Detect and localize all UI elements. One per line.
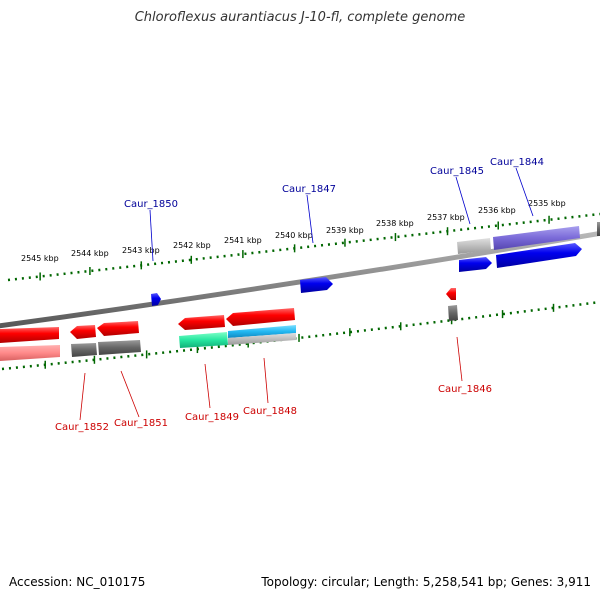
gene-caur-1852[interactable] — [0, 327, 59, 343]
gene-feature-reverse — [0, 345, 60, 361]
gene-caur-1845[interactable] — [459, 257, 492, 272]
gene-feature-reverse — [98, 340, 141, 355]
gene-feature-forward — [493, 226, 580, 250]
accession-text: Accession: NC_010175 — [9, 575, 146, 589]
reverse-leader-lines — [79, 336, 463, 421]
map-title: Chloroflexus aurantiacus J-10-fl, comple… — [134, 10, 466, 25]
gene-feature-reverse — [228, 333, 296, 345]
gene-caur-1847[interactable] — [300, 277, 333, 293]
gene-feature-reverse — [71, 343, 97, 357]
gene-label-caur-1850[interactable]: Caur_1850 — [124, 199, 178, 210]
gene-feature-reverse — [179, 332, 228, 348]
gene-caur-1849[interactable] — [178, 315, 225, 330]
tick-label: 2540 kbp — [275, 231, 313, 240]
genome-info-text: Topology: circular; Length: 5,258,541 bp… — [261, 575, 591, 589]
gene-label-caur-1845[interactable]: Caur_1845 — [430, 166, 484, 177]
tick-label: 2544 kbp — [71, 249, 109, 258]
tick-label: 2545 kbp — [21, 254, 59, 263]
genome-backbone — [0, 230, 600, 329]
gene-label-caur-1844[interactable]: Caur_1844 — [490, 157, 544, 168]
forward-leader-lines — [149, 167, 534, 262]
gene-feature-forward — [597, 222, 600, 236]
gene-label-caur-1852[interactable]: Caur_1852 — [55, 422, 109, 433]
gene-label-caur-1851[interactable]: Caur_1851 — [114, 418, 168, 429]
gene-caur-1850[interactable] — [151, 293, 161, 306]
gene-feature-reverse — [97, 321, 139, 336]
tick-label: 2543 kbp — [122, 246, 160, 255]
gene-label-caur-1846[interactable]: Caur_1846 — [438, 384, 492, 395]
outer-ruler — [7, 212, 600, 282]
gene-label-caur-1848[interactable]: Caur_1848 — [243, 406, 297, 417]
tick-label: 2542 kbp — [173, 241, 211, 250]
gene-feature-reverse — [228, 325, 296, 338]
tick-label: 2539 kbp — [326, 226, 364, 235]
tick-label: 2536 kbp — [478, 206, 516, 215]
outer-major-ticks — [39, 215, 550, 281]
gene-feature-forward — [457, 238, 491, 254]
tick-label: 2538 kbp — [376, 219, 414, 228]
gene-label-caur-1847[interactable]: Caur_1847 — [282, 184, 336, 195]
gene-label-caur-1849[interactable]: Caur_1849 — [185, 412, 239, 423]
gene-caur-1846[interactable] — [446, 288, 456, 300]
tick-label: 2537 kbp — [427, 213, 465, 222]
gene-caur-1851[interactable] — [70, 325, 96, 339]
gene-caur-1848[interactable] — [226, 308, 295, 326]
gene-caur-1844[interactable] — [496, 243, 582, 268]
inner-major-ticks — [44, 303, 555, 369]
tick-label: 2541 kbp — [224, 236, 262, 245]
gene-feature-reverse — [448, 305, 458, 321]
tick-label: 2535 kbp — [528, 199, 566, 208]
